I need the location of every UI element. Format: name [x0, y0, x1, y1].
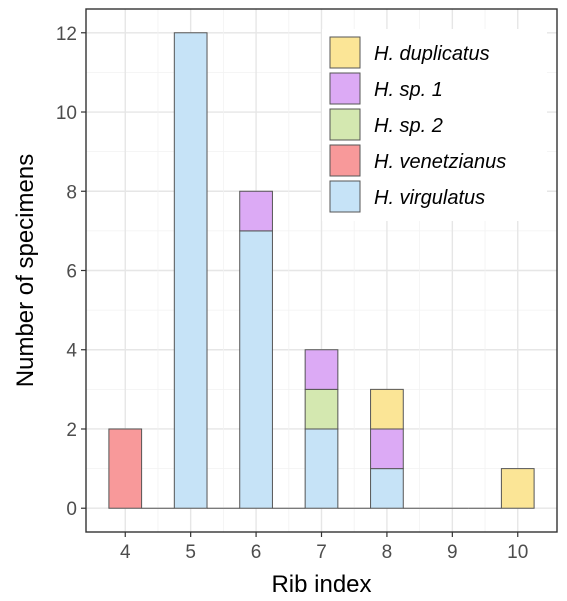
y-axis-title: Number of specimens [12, 154, 39, 387]
y-tick-label: 4 [66, 341, 77, 362]
y-tick-label: 0 [66, 499, 77, 520]
legend: H. duplicatus H. sp. 1 H. sp. 2 H. venetzia… [322, 29, 547, 221]
x-tick-label: 5 [185, 542, 196, 563]
bar-segment [370, 468, 404, 509]
y-tick-label: 10 [56, 103, 77, 124]
y-tick-label: 2 [66, 420, 77, 441]
legend-label: H. duplicatus [374, 43, 490, 65]
legend-key [329, 108, 361, 141]
bar-segment [370, 428, 404, 470]
legend-label: H. sp. 1 [374, 79, 443, 101]
y-tick-label: 8 [66, 182, 77, 203]
x-tick-label: 8 [382, 542, 393, 563]
legend-label: H. venetzianus [374, 151, 506, 173]
bar-segment [173, 32, 208, 509]
bar-segment [370, 388, 404, 430]
x-tick-label: 4 [120, 542, 131, 563]
bar-segment [239, 190, 273, 232]
legend-label: H. sp. 2 [374, 115, 443, 137]
legend-key [329, 144, 361, 177]
x-tick-label: 6 [251, 542, 262, 563]
bar-segment [239, 230, 273, 509]
x-tick-label: 9 [447, 542, 458, 563]
bar-segment [108, 428, 143, 509]
legend-key [329, 180, 361, 213]
x-axis-title: Rib index [271, 571, 371, 598]
y-tick-label: 6 [66, 262, 77, 283]
bar-segment [304, 428, 339, 509]
legend-key [329, 72, 361, 105]
bar-segment [304, 388, 339, 430]
bar-segment [304, 349, 339, 390]
legend-label: H. virgulatus [374, 187, 485, 209]
bar-segment [500, 468, 535, 509]
legend-key [329, 36, 361, 69]
x-tick-label: 7 [316, 542, 327, 563]
x-axis: 4 5 6 7 8 9 10 [120, 532, 528, 563]
y-tick-label: 12 [56, 24, 77, 45]
x-tick-label: 10 [507, 542, 528, 563]
bars [108, 32, 535, 509]
y-axis: 0 2 4 6 8 10 12 [56, 24, 86, 520]
